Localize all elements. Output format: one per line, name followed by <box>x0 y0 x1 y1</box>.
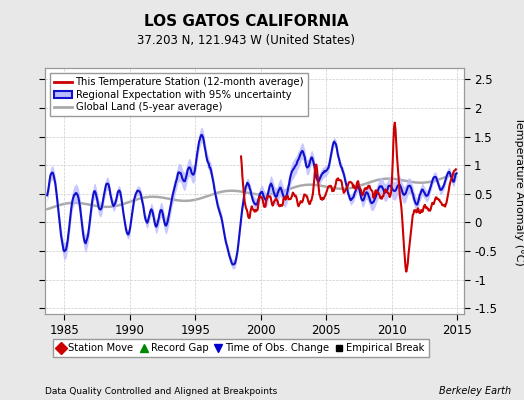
Text: LOS GATOS CALIFORNIA: LOS GATOS CALIFORNIA <box>144 14 348 29</box>
Text: Berkeley Earth: Berkeley Earth <box>439 386 511 396</box>
Text: 37.203 N, 121.943 W (United States): 37.203 N, 121.943 W (United States) <box>137 34 355 47</box>
Legend: Station Move, Record Gap, Time of Obs. Change, Empirical Break: Station Move, Record Gap, Time of Obs. C… <box>53 339 429 357</box>
Text: Data Quality Controlled and Aligned at Breakpoints: Data Quality Controlled and Aligned at B… <box>45 387 277 396</box>
Y-axis label: Temperature Anomaly (°C): Temperature Anomaly (°C) <box>514 117 524 265</box>
Legend: This Temperature Station (12-month average), Regional Expectation with 95% uncer: This Temperature Station (12-month avera… <box>50 73 308 116</box>
